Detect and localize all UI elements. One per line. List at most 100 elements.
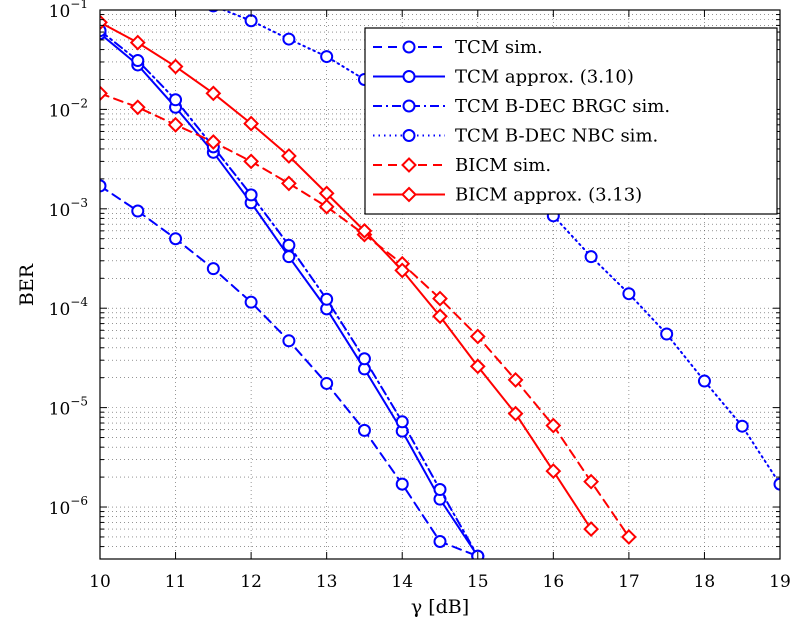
data-point bbox=[402, 40, 416, 54]
data-point bbox=[357, 352, 371, 366]
data-point bbox=[620, 529, 637, 545]
x-tick-label: 13 bbox=[316, 572, 338, 592]
data-point bbox=[660, 327, 674, 341]
data-point bbox=[697, 374, 711, 388]
data-point bbox=[583, 473, 600, 490]
data-point bbox=[320, 376, 334, 390]
legend-label: TCM B-DEC BRGC sim. bbox=[455, 96, 670, 117]
legend-item: BICM sim. bbox=[373, 155, 551, 176]
data-point bbox=[205, 134, 222, 150]
data-point bbox=[131, 204, 145, 218]
x-tick-label: 19 bbox=[769, 572, 791, 592]
legend-label: BICM approx. (3.13) bbox=[455, 185, 642, 206]
legend-item: BICM approx. (3.13) bbox=[373, 185, 642, 206]
data-point bbox=[318, 198, 335, 215]
y-tick-exponent: −2 bbox=[70, 96, 88, 110]
y-tick-label: 10−6 bbox=[49, 494, 88, 519]
data-point bbox=[735, 419, 749, 433]
legend: TCM sim. TCM approx. (3.10) TCM B-DEC BRGC… bbox=[364, 27, 778, 215]
x-tick-label: 12 bbox=[240, 572, 262, 592]
x-tick-label: 11 bbox=[165, 572, 187, 592]
x-tick-label: 10 bbox=[89, 572, 111, 592]
data-point bbox=[169, 93, 183, 107]
y-tick-label: 10−1 bbox=[49, 0, 88, 22]
x-tick-label: 17 bbox=[618, 572, 640, 592]
data-point bbox=[282, 238, 296, 252]
y-tick-label: 10−3 bbox=[49, 196, 88, 221]
data-point bbox=[206, 262, 220, 276]
legend-item: TCM B-DEC BRGC sim. bbox=[373, 96, 670, 117]
data-point bbox=[432, 290, 448, 307]
data-point bbox=[622, 287, 636, 301]
data-point bbox=[129, 34, 146, 51]
ticks bbox=[99, 9, 781, 560]
data-point bbox=[433, 483, 447, 497]
y-tick-label: 10−2 bbox=[49, 96, 88, 121]
legend-label: TCM approx. (3.10) bbox=[455, 67, 634, 88]
data-point bbox=[402, 70, 416, 83]
data-point bbox=[243, 153, 260, 170]
data-point bbox=[773, 477, 780, 491]
data-point bbox=[469, 328, 486, 345]
y-tick-label: 10−5 bbox=[49, 395, 88, 420]
legend-box bbox=[364, 27, 778, 215]
data-point bbox=[401, 186, 417, 203]
legend-item: TCM sim. bbox=[373, 37, 543, 58]
data-point bbox=[469, 358, 486, 375]
data-point bbox=[356, 222, 373, 239]
data-point bbox=[100, 179, 107, 193]
data-point bbox=[507, 371, 524, 388]
data-point bbox=[394, 262, 411, 279]
data-point bbox=[320, 292, 334, 306]
y-tick-exponent: −5 bbox=[70, 395, 88, 409]
data-point bbox=[402, 129, 416, 142]
y-tick-base: 10 bbox=[49, 400, 71, 420]
y-tick-labels: 10−110−210−310−410−510−6 bbox=[49, 0, 89, 519]
data-point bbox=[433, 534, 447, 548]
data-point bbox=[243, 115, 260, 132]
data-point bbox=[318, 185, 335, 202]
x-tick-label: 15 bbox=[467, 572, 489, 592]
x-tick-labels: 10 11 12 13 14 15 16 17 18 19 bbox=[89, 572, 791, 592]
plot-frame bbox=[99, 9, 781, 560]
data-point bbox=[584, 250, 598, 264]
data-point bbox=[167, 116, 184, 133]
data-point bbox=[131, 54, 145, 68]
y-tick-exponent: −6 bbox=[70, 494, 88, 508]
y-tick-label: 10−4 bbox=[49, 295, 89, 320]
data-point bbox=[167, 58, 184, 75]
y-tick-base: 10 bbox=[49, 300, 71, 320]
data-point bbox=[205, 85, 222, 102]
data-point bbox=[395, 415, 409, 429]
data-point bbox=[545, 463, 562, 479]
data-point bbox=[129, 99, 146, 116]
data-point bbox=[583, 521, 600, 537]
data-point bbox=[100, 85, 108, 102]
legend-item: TCM B-DEC NBC sim. bbox=[373, 126, 658, 147]
y-tick-exponent: −1 bbox=[70, 0, 88, 11]
y-tick-base: 10 bbox=[49, 201, 71, 221]
data-point bbox=[320, 50, 334, 64]
y-axis-label: BER bbox=[16, 263, 38, 306]
legend-label: TCM B-DEC NBC sim. bbox=[455, 126, 658, 147]
y-tick-base: 10 bbox=[49, 101, 71, 121]
data-point bbox=[280, 175, 297, 192]
data-point bbox=[507, 405, 524, 422]
legend-label: BICM sim. bbox=[455, 155, 551, 176]
x-axis-label: γ [dB] bbox=[411, 596, 469, 618]
y-tick-exponent: −4 bbox=[70, 295, 88, 309]
data-point bbox=[401, 157, 417, 173]
data-point bbox=[395, 477, 409, 491]
series-6 bbox=[100, 14, 600, 537]
legend-label: TCM sim. bbox=[455, 37, 543, 58]
data-point bbox=[280, 148, 297, 164]
data-point bbox=[545, 417, 562, 434]
data-point bbox=[282, 250, 296, 264]
y-tick-exponent: −3 bbox=[70, 196, 88, 210]
data-point bbox=[244, 188, 258, 202]
data-point bbox=[169, 232, 183, 246]
data-point bbox=[357, 423, 371, 437]
data-point bbox=[402, 99, 416, 113]
series-line bbox=[100, 21, 593, 531]
